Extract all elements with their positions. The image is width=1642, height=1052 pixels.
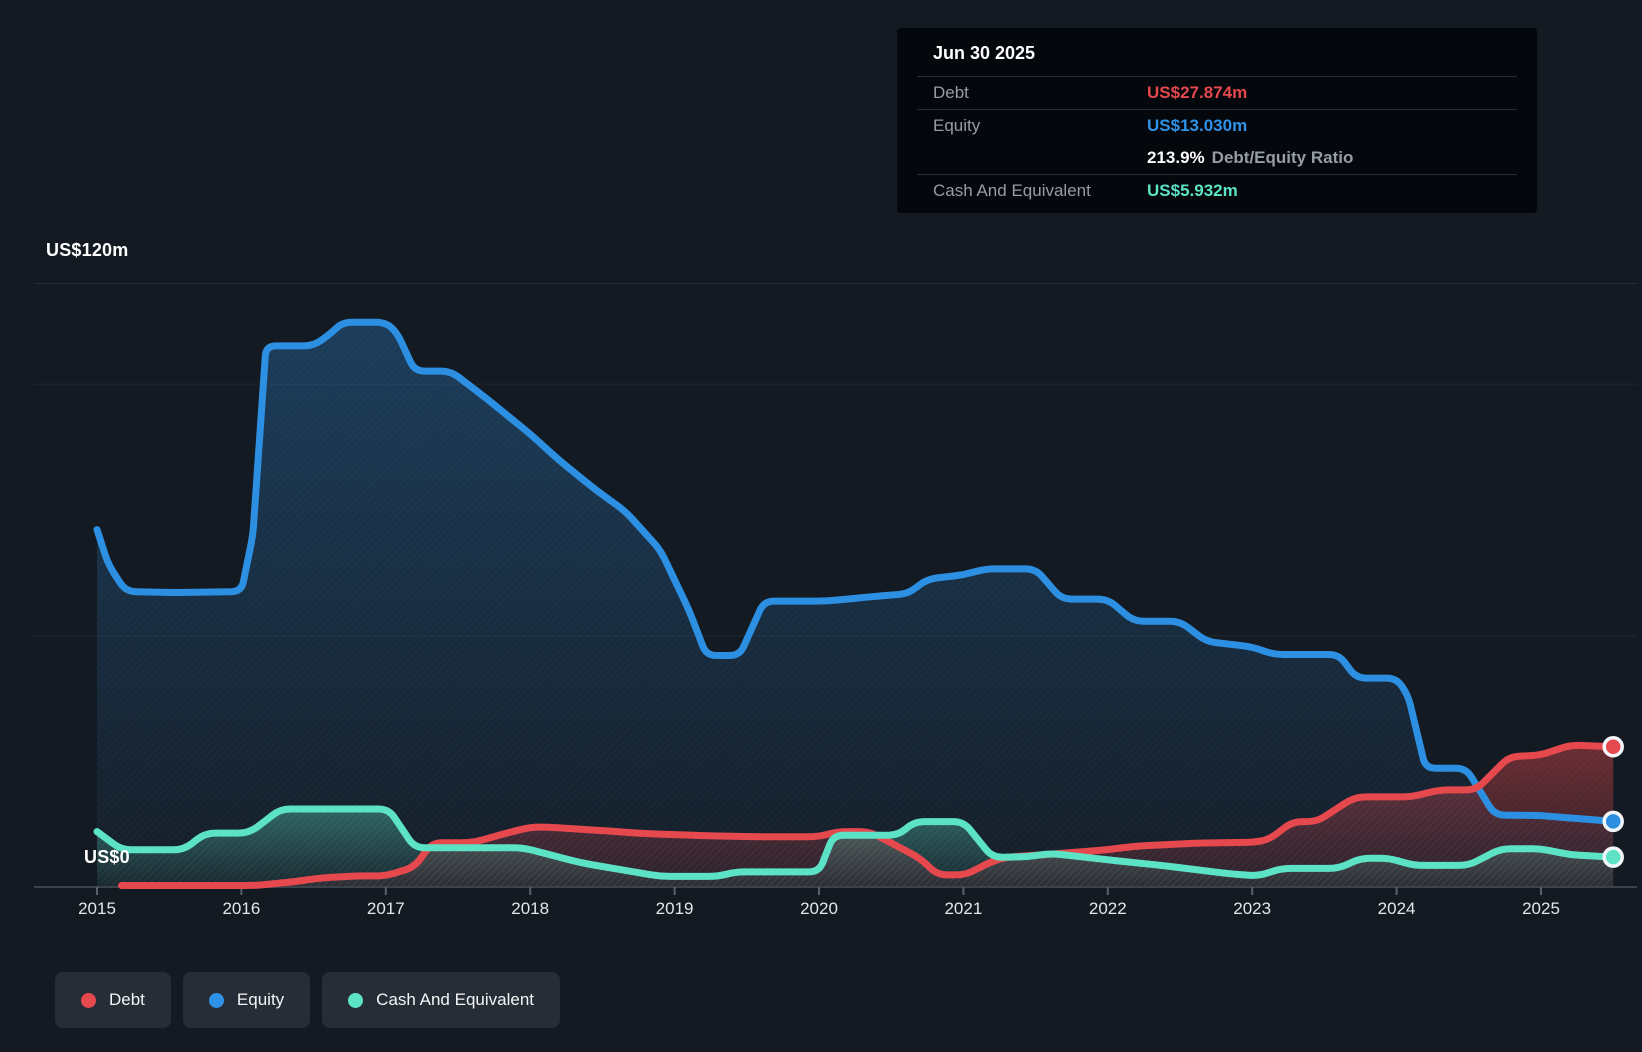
debt-endpoint-marker <box>1602 735 1624 758</box>
tooltip-row-debt: Debt US$27.874m <box>917 76 1517 109</box>
x-axis-tick <box>673 887 676 895</box>
tooltip-debt-value: US$27.874m <box>1147 83 1248 102</box>
x-axis-year-label: 2017 <box>366 899 405 918</box>
tooltip-row-cash: Cash And Equivalent US$5.932m <box>917 174 1517 207</box>
legend-chip-label: Cash And Equivalent <box>376 990 535 1009</box>
x-axis-tick <box>1395 887 1398 895</box>
area-texture <box>97 322 1614 887</box>
x-axis-year-label: 2024 <box>1377 899 1416 918</box>
equity-line <box>93 318 1617 825</box>
x-axis-year-label: 2018 <box>511 899 550 918</box>
series-end-markers <box>1602 735 1624 868</box>
x-axis-year-label: 2020 <box>800 899 838 918</box>
cash-legend-dot-icon <box>348 992 364 1008</box>
x-axis-tick <box>384 887 387 895</box>
y-axis-label-0: US$0 <box>84 847 130 867</box>
tooltip-ratio-label: Debt/Equity Ratio <box>1211 148 1354 167</box>
tooltip-row-ratio: 213.9% Debt/Equity Ratio <box>917 142 1517 174</box>
chart-tooltip: Jun 30 2025 Debt US$27.874m Equity US$13… <box>897 28 1537 213</box>
legend-chip-equity[interactable]: Equity <box>182 972 311 1028</box>
x-axis-tick <box>529 887 532 895</box>
debt-legend-dot-icon <box>81 992 96 1008</box>
legend-chip-label: Equity <box>236 990 285 1009</box>
equity-endpoint-marker <box>1602 810 1624 833</box>
cash-and-equivalent-endpoint-marker <box>1602 846 1624 868</box>
x-axis-year-label: 2025 <box>1522 899 1560 918</box>
x-axis-year-label: 2023 <box>1233 899 1272 918</box>
x-axis-tick <box>240 887 243 895</box>
tooltip-date: Jun 30 2025 <box>933 43 1036 63</box>
equity-legend-dot-icon <box>208 992 224 1008</box>
x-axis-tick <box>1251 887 1254 895</box>
series-lines <box>93 318 1617 889</box>
x-axis-year-label: 2022 <box>1088 899 1127 918</box>
x-axis-tick <box>818 887 820 895</box>
x-axis-tick <box>1540 887 1542 895</box>
x-axis <box>34 886 1637 895</box>
tooltip-row-equity: Equity US$13.030m <box>917 109 1517 142</box>
x-axis-year-label: 2021 <box>944 899 983 918</box>
legend-chip-label: Debt <box>109 990 145 1009</box>
x-axis-labels: 2015 2016 2017 2018 2019 2020 2021 2022 2023 2024… <box>0 899 1642 923</box>
tooltip-equity-label: Equity <box>933 116 981 135</box>
gridline-100m <box>34 383 1637 385</box>
tooltip-cash-label: Cash And Equivalent <box>933 181 1091 200</box>
area-texture <box>97 809 1614 887</box>
chart-legend: Debt Equity Cash And Equivalent <box>55 972 561 1028</box>
x-axis-year-label: 2019 <box>655 899 694 918</box>
tooltip-ratio-value: 213.9% <box>1147 148 1205 167</box>
x-axis-tick <box>962 887 965 895</box>
series-areas <box>97 322 1614 887</box>
tooltip-equity-value: US$13.030m <box>1147 116 1248 135</box>
x-axis-tick <box>96 887 98 895</box>
tooltip-debt-label: Debt <box>933 83 969 102</box>
x-axis-tick <box>1106 887 1109 895</box>
legend-chip-cash[interactable]: Cash And Equivalent <box>322 972 561 1028</box>
debt-line <box>118 741 1617 889</box>
x-axis-year-label: 2015 <box>78 899 116 918</box>
legend-chip-debt[interactable]: Debt <box>55 972 171 1028</box>
y-axis-label-120m: US$120m <box>46 240 129 260</box>
x-axis-line <box>34 886 1637 888</box>
tooltip-cash-value: US$5.932m <box>1147 181 1238 200</box>
gridline-120m <box>34 283 1637 284</box>
cash-and-equivalent-line <box>93 805 1617 880</box>
x-axis-year-label: 2016 <box>222 899 261 918</box>
